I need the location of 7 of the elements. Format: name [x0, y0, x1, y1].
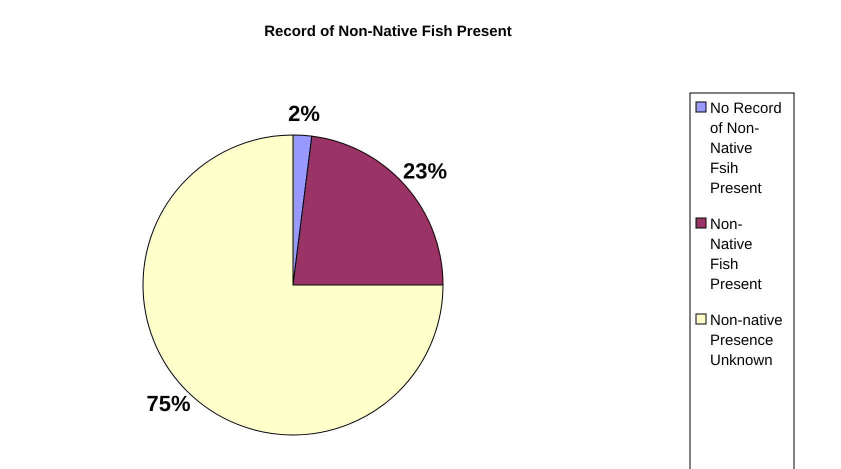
- data-label: 75%: [146, 391, 191, 416]
- legend-label: Non-Native Fish Present: [710, 216, 763, 293]
- legend-label: No Record of Non-Native Fsih Present: [710, 100, 782, 197]
- data-label: 2%: [288, 101, 320, 126]
- chart-title: Record of Non-Native Fish Present: [264, 23, 512, 40]
- data-label: 23%: [402, 158, 448, 184]
- legend-label: Non-native Presence Unknown: [710, 312, 783, 369]
